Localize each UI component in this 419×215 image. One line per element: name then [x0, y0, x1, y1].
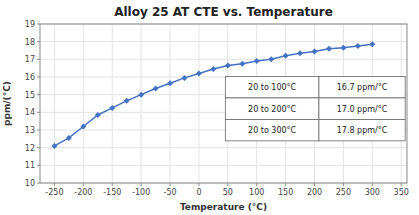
x-tick-label: -250: [45, 188, 63, 197]
plot-background: [40, 24, 407, 183]
marker: [124, 98, 130, 104]
table-cell: [319, 98, 405, 119]
x-grid-line: [54, 24, 55, 183]
y-grid-line: [40, 147, 407, 148]
table: 20 to 100°C 16.7 ppm/°C 20 to 200°C 17.0 pp…: [225, 76, 405, 140]
marker: [297, 50, 303, 56]
marker: [369, 41, 375, 47]
y-tick-label: 16: [25, 73, 35, 82]
marker: [138, 92, 144, 98]
table-text: 20 to 100°C: [248, 83, 297, 92]
y-tick-label: 12: [25, 144, 35, 153]
x-grid-line: [170, 24, 171, 183]
x-tick-label: 200: [307, 188, 322, 197]
marker: [51, 143, 57, 149]
marker: [254, 58, 260, 64]
chart: -250 -200 -150 -100 -50 0 50 100 150 200 250 300 350…: [0, 0, 419, 215]
marker: [268, 56, 274, 62]
marker: [181, 75, 187, 81]
marker: [66, 135, 72, 141]
y-tick-label: 17: [25, 55, 35, 64]
y-axis-label: ppm/(°C): [2, 81, 12, 126]
marker: [95, 112, 101, 118]
table-cell: [319, 76, 405, 97]
x-tick-label: -50: [164, 188, 177, 197]
table-text: 16.7 ppm/°C: [337, 83, 388, 92]
marker: [340, 45, 346, 51]
table-cell: [319, 119, 405, 140]
table-cell: [225, 98, 319, 119]
x-tick-label: 350: [394, 188, 409, 197]
y-tick-label: 19: [25, 20, 35, 29]
y-tick-label: 13: [25, 126, 35, 135]
marker: [109, 105, 115, 111]
title: Alloy 25 AT CTE vs. Temperature: [114, 5, 333, 19]
x-tick-label: 0: [196, 188, 201, 197]
y-tick-label: 14: [25, 108, 35, 117]
x-grid-line: [112, 24, 113, 183]
plot-frame: [40, 24, 407, 183]
grid: [40, 24, 407, 183]
x-axis-label: Temperature (°C): [180, 202, 267, 212]
x-grid-line: [198, 24, 199, 183]
x-tick-label: 250: [336, 188, 351, 197]
marker: [326, 46, 332, 52]
y-tick-label: 15: [25, 91, 35, 100]
y-tick-label: 11: [25, 161, 35, 170]
marker: [355, 43, 361, 49]
x-tick-label: 300: [365, 188, 380, 197]
table-cell: [225, 76, 319, 97]
table-text: 17.0 ppm/°C: [337, 105, 388, 114]
x-tick-label: -100: [132, 188, 150, 197]
table-text: 20 to 300°C: [248, 126, 297, 135]
x-tick-label: -150: [103, 188, 121, 197]
marker: [210, 66, 216, 72]
marker: [80, 123, 86, 129]
x-grid-line: [83, 24, 84, 183]
y-tick-label: 10: [25, 179, 35, 188]
x-tick-label: 150: [278, 188, 293, 197]
marker: [239, 61, 245, 67]
x-tick-label: 50: [223, 188, 233, 197]
table-text: 17.8 ppm/°C: [337, 126, 388, 135]
marker: [283, 53, 289, 59]
y-grid-line: [40, 41, 407, 42]
x-grid-line: [141, 24, 142, 183]
y-grid-line: [40, 59, 407, 60]
table-cell: [225, 119, 319, 140]
x-tick-label: 100: [249, 188, 264, 197]
marker: [196, 70, 202, 76]
y-tick-label: 18: [25, 38, 35, 47]
table-text: 20 to 200°C: [248, 105, 297, 114]
marker: [167, 80, 173, 86]
x-tick-label: -200: [74, 188, 92, 197]
marker: [312, 48, 318, 54]
y-grid-line: [40, 165, 407, 166]
marker: [225, 63, 231, 69]
marker: [153, 85, 159, 91]
